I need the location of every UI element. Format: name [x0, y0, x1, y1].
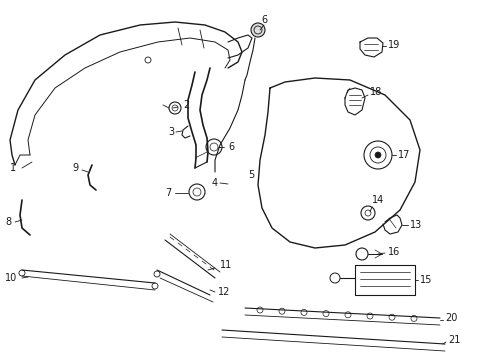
Text: 5: 5	[247, 170, 254, 180]
Text: 18: 18	[369, 87, 382, 97]
Circle shape	[374, 152, 380, 158]
Text: 8: 8	[5, 217, 11, 227]
Text: 6: 6	[227, 142, 234, 152]
Text: 10: 10	[5, 273, 17, 283]
Text: 4: 4	[211, 178, 218, 188]
Text: 12: 12	[218, 287, 230, 297]
Circle shape	[250, 23, 264, 37]
Text: 9: 9	[72, 163, 78, 173]
Text: 20: 20	[444, 313, 456, 323]
Text: 16: 16	[387, 247, 400, 257]
Text: 6: 6	[261, 15, 266, 25]
Text: 19: 19	[387, 40, 400, 50]
Text: 2: 2	[183, 100, 189, 110]
Text: 11: 11	[220, 260, 232, 270]
Text: 17: 17	[397, 150, 409, 160]
Text: 3: 3	[168, 127, 174, 137]
Text: 7: 7	[164, 188, 171, 198]
Text: 21: 21	[447, 335, 459, 345]
Text: 13: 13	[409, 220, 421, 230]
Text: 1: 1	[10, 163, 16, 173]
Text: 15: 15	[419, 275, 431, 285]
Text: 14: 14	[371, 195, 384, 205]
